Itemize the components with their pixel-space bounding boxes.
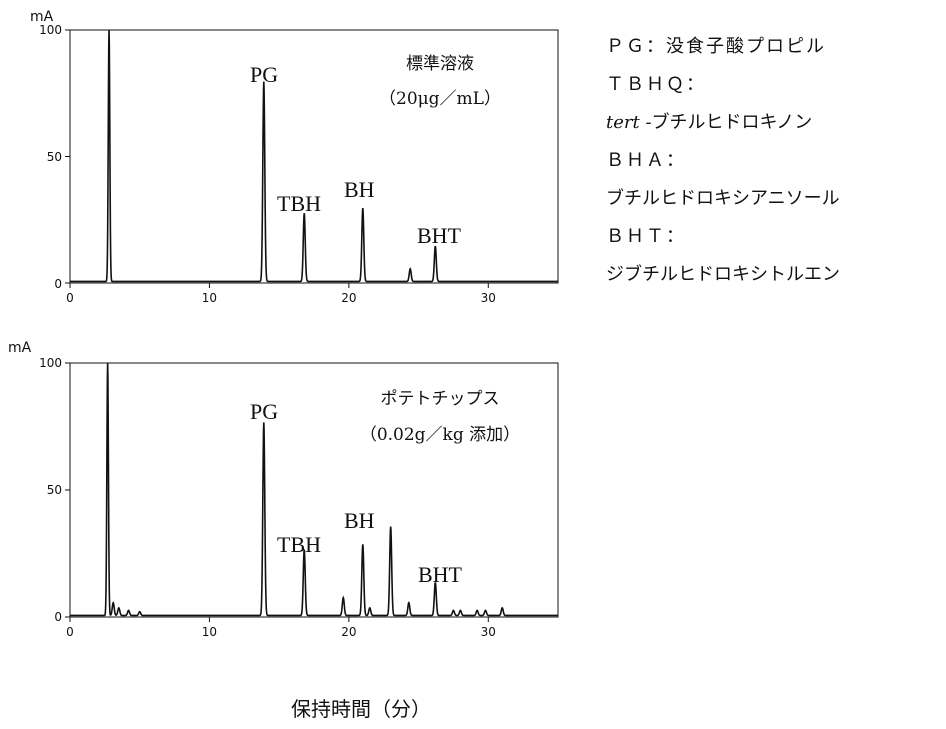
legend-text: -ブチルヒドロキノン [639, 112, 813, 133]
sample-concentration-potato-chips: （0.02g／kg 添加） [360, 425, 520, 445]
x-tick-label-0: 0 [66, 625, 74, 639]
legend-line-pg: ＰＧ：没食子酸プロピル [606, 28, 944, 66]
x-axis-title: 保持時間（分） [291, 697, 431, 721]
legend-line-bha-name: ブチルヒドロキシアニソール [606, 180, 944, 218]
y-tick-label-100: 100 [39, 23, 62, 37]
x-tick-label-20: 20 [341, 625, 356, 639]
y-tick-label-50: 50 [47, 150, 62, 164]
x-tick-label-20: 20 [341, 291, 356, 305]
legend-text: ＢＨＴ： [606, 226, 686, 247]
x-tick-label-10: 10 [202, 625, 217, 639]
legend-italic-prefix: tert [606, 112, 640, 133]
x-tick-label-10: 10 [202, 291, 217, 305]
legend-text: ＴＢＨＱ： [606, 74, 706, 95]
peak-label-bh: BH [344, 508, 375, 533]
y-axis-unit-label: mA [8, 340, 32, 356]
x-tick-label-30: 30 [481, 625, 496, 639]
chromatogram-trace-standard [70, 29, 558, 283]
peak-label-bh: BH [344, 177, 375, 202]
y-axis-unit-label: mA [30, 9, 54, 25]
x-tick-label-0: 0 [66, 291, 74, 305]
y-tick-label-0: 0 [54, 610, 62, 624]
chromatogram-trace-potato-chips [70, 362, 558, 617]
y-tick-label-100: 100 [39, 356, 62, 370]
sample-concentration-standard: （20μg／mL） [379, 89, 501, 109]
peak-label-pg: PG [250, 399, 278, 424]
legend-line-tbhq-name: tert -ブチルヒドロキノン [606, 104, 944, 142]
peak-label-bht: BHT [418, 562, 463, 587]
peak-label-tbh: TBH [277, 191, 321, 216]
legend-line-bht: ＢＨＴ： [606, 218, 944, 256]
x-tick-label-30: 30 [481, 291, 496, 305]
peak-label-pg: PG [250, 62, 278, 87]
compound-legend: ＰＧ：没食子酸プロピル ＴＢＨＱ： tert -ブチルヒドロキノン ＢＨＡ： ブ… [606, 28, 944, 294]
y-tick-label-0: 0 [54, 277, 62, 291]
legend-line-bht-name: ジブチルヒドロキシトルエン [606, 256, 944, 294]
chromatogram-standard-panel: mA 100 50 0 0 10 20 30 PG TBH BH BHT 標準溶… [30, 9, 559, 305]
legend-text: ジブチルヒドロキシトルエン [606, 264, 840, 285]
sample-label-potato-chips: ポテトチップス [381, 389, 500, 409]
legend-line-tbhq: ＴＢＨＱ： [606, 66, 944, 104]
legend-text: ＢＨＡ： [606, 150, 686, 171]
legend-line-bha: ＢＨＡ： [606, 142, 944, 180]
peak-label-bht: BHT [417, 223, 462, 248]
plot-frame [69, 29, 559, 284]
y-tick-label-50: 50 [47, 483, 62, 497]
peak-label-tbh: TBH [277, 532, 321, 557]
legend-text: ＰＧ：没食子酸プロピル [606, 36, 826, 57]
sample-label-standard: 標準溶液 [406, 54, 474, 74]
chromatogram-potato-chips-panel: mA 100 50 0 0 10 20 30 PG TBH BH BHT ポテト… [8, 340, 559, 639]
legend-text: ブチルヒドロキシアニソール [606, 188, 840, 209]
